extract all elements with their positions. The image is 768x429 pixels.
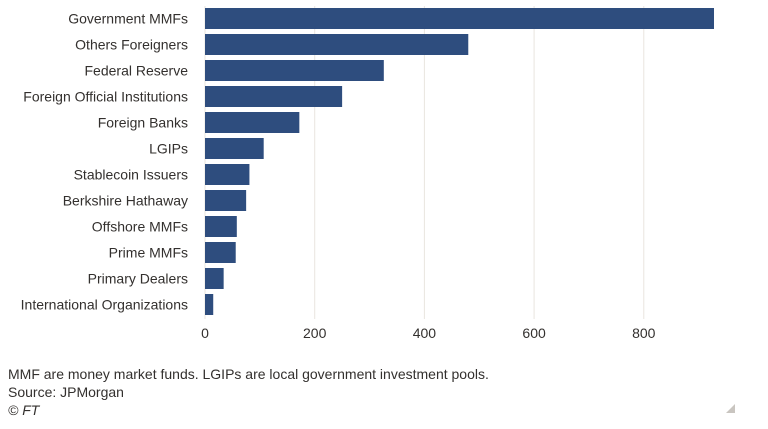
category-label-federal-reserve: Federal Reserve <box>85 63 189 79</box>
gridlines <box>204 6 645 319</box>
resize-handle-icon[interactable] <box>726 404 735 413</box>
x-axis-tick-labels: 0 200 400 600 800 <box>201 325 656 341</box>
bar-stablecoin-issuers <box>205 164 250 185</box>
category-label-lgips: LGIPs <box>149 141 188 157</box>
x-tick-label-800: 800 <box>632 325 656 341</box>
chart-source: Source: JPMorgan <box>8 384 124 400</box>
category-label-prime-mmfs: Prime MMFs <box>109 245 188 261</box>
category-label-offshore-mmfs: Offshore MMFs <box>92 219 188 235</box>
bar-foreign-banks <box>205 112 300 133</box>
bar-foreign-official-institutions <box>205 86 343 107</box>
category-label-government-mmfs: Government MMFs <box>68 11 188 27</box>
category-label-foreign-official-institutions: Foreign Official Institutions <box>23 89 188 105</box>
x-tick-label-600: 600 <box>522 325 546 341</box>
category-label-foreign-banks: Foreign Banks <box>98 115 188 131</box>
category-label-others-foreigners: Others Foreigners <box>75 37 188 53</box>
bar-federal-reserve <box>205 60 384 81</box>
category-label-international-organizations: International Organizations <box>21 297 188 313</box>
ft-credit: © FT <box>8 402 40 418</box>
bar-chart: Government MMFs Others Foreigners Federal … <box>21 6 714 341</box>
bar-international-organizations <box>205 294 214 315</box>
x-tick-label-400: 400 <box>413 325 437 341</box>
bar-others-foreigners <box>205 34 469 55</box>
chart-note: MMF are money market funds. LGIPs are lo… <box>8 366 489 382</box>
x-tick-label-0: 0 <box>201 325 209 341</box>
category-label-berkshire-hathaway: Berkshire Hathaway <box>63 193 188 209</box>
category-label-stablecoin-issuers: Stablecoin Issuers <box>74 167 188 183</box>
bar-prime-mmfs <box>205 242 236 263</box>
bar-berkshire-hathaway <box>205 190 247 211</box>
bar-offshore-mmfs <box>205 216 237 237</box>
category-label-primary-dealers: Primary Dealers <box>88 271 188 287</box>
bars <box>205 8 714 315</box>
bar-government-mmfs <box>205 8 714 29</box>
x-tick-label-200: 200 <box>303 325 327 341</box>
bar-primary-dealers <box>205 268 224 289</box>
bar-lgips <box>205 138 264 159</box>
category-labels: Government MMFs Others Foreigners Federal … <box>21 11 189 313</box>
